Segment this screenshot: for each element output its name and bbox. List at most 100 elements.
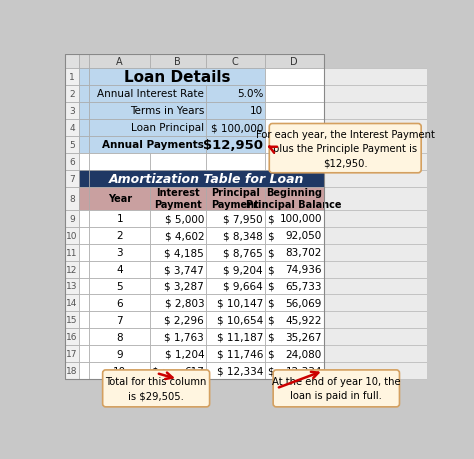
Bar [65,187,79,210]
Text: 6: 6 [117,298,123,308]
Bar [65,86,79,103]
Bar [90,103,206,120]
Bar [150,55,206,69]
Bar [264,103,324,120]
Text: 17: 17 [66,349,78,358]
Bar [65,170,79,187]
Text: 65,733: 65,733 [285,281,322,291]
Bar [90,363,150,379]
Bar [65,278,79,295]
Bar [264,69,324,86]
Text: Interest
Payment: Interest Payment [154,188,202,209]
Bar [79,227,90,244]
Bar [324,120,427,136]
Text: At the end of year 10, the
loan is paid in full.: At the end of year 10, the loan is paid … [272,376,401,401]
Bar [65,244,79,261]
Bar [324,136,427,153]
Bar [79,278,90,295]
Bar [65,153,79,170]
Text: $: $ [267,214,273,224]
Bar [324,227,427,244]
Bar [324,244,427,261]
Bar [206,55,264,69]
Bar [79,346,90,363]
Bar [90,153,150,170]
Bar [150,244,206,261]
Bar [90,312,150,329]
Text: 9: 9 [69,214,75,223]
Text: $ 9,204: $ 9,204 [223,264,263,274]
Bar [206,227,264,244]
Text: $: $ [267,281,273,291]
Text: Beginning
Principal Balance: Beginning Principal Balance [246,188,342,209]
Text: $ 10,654: $ 10,654 [217,315,263,325]
Text: $: $ [267,332,273,342]
Bar [90,170,324,187]
Bar [206,312,264,329]
Bar [150,329,206,346]
Bar [264,55,324,69]
Bar [264,363,324,379]
Text: $ 2,296: $ 2,296 [164,315,204,325]
Text: $ 3,747: $ 3,747 [164,264,204,274]
Text: $ 10,147: $ 10,147 [217,298,263,308]
Text: $: $ [267,247,273,257]
Bar [324,69,427,86]
Text: 45,922: 45,922 [285,315,322,325]
Text: 5: 5 [69,140,75,150]
Text: 18: 18 [66,366,78,375]
Text: 74,936: 74,936 [285,264,322,274]
Text: Annual Interest Rate: Annual Interest Rate [97,89,204,99]
Bar [79,312,90,329]
Text: 2: 2 [69,90,75,99]
Bar [264,210,324,227]
Text: Loan Principal: Loan Principal [131,123,204,133]
Text: For each year, the Interest Payment
plus the Principle Payment is
$12,950.: For each year, the Interest Payment plus… [256,130,435,168]
Bar [206,153,264,170]
Bar [264,312,324,329]
Text: 15: 15 [66,316,78,325]
Bar [90,69,264,86]
Text: 8: 8 [117,332,123,342]
Bar [206,136,264,153]
Text: $ 11,746: $ 11,746 [217,349,263,359]
Text: A: A [117,57,123,67]
Bar [206,210,264,227]
Text: $ 7,950: $ 7,950 [223,214,263,224]
Bar [206,86,264,103]
Bar [324,86,427,103]
Text: 1: 1 [69,73,75,82]
Bar [206,346,264,363]
Text: $: $ [267,349,273,359]
Bar [324,346,427,363]
Bar [206,120,264,136]
Text: 10: 10 [113,366,126,376]
Bar [79,244,90,261]
Text: 617: 617 [184,366,204,376]
Text: $: $ [267,230,273,241]
Bar [206,244,264,261]
Bar [324,103,427,120]
Bar [90,55,150,69]
Text: 13: 13 [66,282,78,291]
Bar [65,227,79,244]
Text: 24,080: 24,080 [286,349,322,359]
Bar [79,170,90,187]
Bar [264,227,324,244]
Bar [264,86,324,103]
FancyBboxPatch shape [269,124,421,174]
Bar [90,120,206,136]
Bar [90,210,150,227]
Bar [324,187,427,210]
Text: 5: 5 [117,281,123,291]
Text: 12,334: 12,334 [285,366,322,376]
Text: 14: 14 [66,299,78,308]
FancyBboxPatch shape [103,370,210,407]
Bar [90,187,150,210]
Text: 11: 11 [66,248,78,257]
Text: 10: 10 [66,231,78,240]
Bar [264,261,324,278]
Text: $ 8,348: $ 8,348 [223,230,263,241]
Text: 1: 1 [117,214,123,224]
Bar [65,312,79,329]
